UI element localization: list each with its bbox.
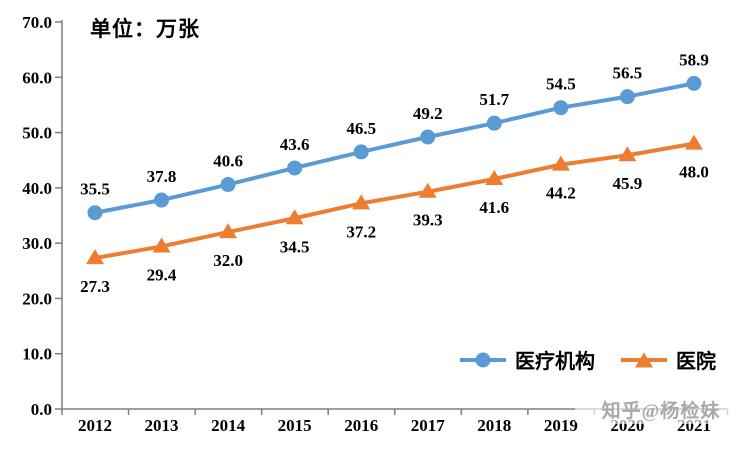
legend: 医疗机构 医院 bbox=[460, 345, 716, 374]
triangle-marker-icon bbox=[635, 352, 653, 367]
y-tick-label: 50.0 bbox=[22, 124, 52, 143]
data-point-marker bbox=[486, 115, 502, 131]
x-tick-label: 2016 bbox=[344, 416, 378, 435]
data-point-label: 37.2 bbox=[346, 222, 376, 241]
watermark: 知乎@杨检妹 bbox=[575, 395, 747, 424]
data-point-marker bbox=[87, 205, 103, 221]
series-line-医院 bbox=[94, 141, 695, 261]
x-tick-label: 2014 bbox=[211, 416, 246, 435]
data-point-marker bbox=[154, 192, 170, 208]
data-point-label: 43.6 bbox=[280, 135, 310, 154]
legend-item-hospitals[interactable]: 医院 bbox=[621, 345, 716, 374]
legend-line-orange-icon bbox=[621, 352, 667, 367]
data-point-marker bbox=[485, 170, 504, 186]
y-tick-label: 10.0 bbox=[22, 345, 52, 364]
data-point-marker bbox=[553, 100, 569, 116]
legend-item-medical-institutions[interactable]: 医疗机构 bbox=[460, 345, 595, 374]
data-point-label: 49.2 bbox=[413, 104, 443, 123]
legend-label-medical-institutions: 医疗机构 bbox=[515, 351, 595, 373]
data-point-marker bbox=[220, 177, 236, 193]
data-point-label: 39.3 bbox=[413, 211, 443, 230]
data-point-marker bbox=[418, 182, 437, 198]
data-point-marker bbox=[686, 75, 702, 91]
data-point-marker bbox=[219, 223, 238, 239]
data-point-label: 56.5 bbox=[613, 64, 643, 83]
data-point-label: 46.5 bbox=[346, 119, 376, 138]
circle-marker-icon bbox=[475, 352, 491, 367]
data-point-label: 32.0 bbox=[213, 251, 243, 270]
series-line-医疗机构 bbox=[94, 81, 695, 215]
y-tick-label: 70.0 bbox=[22, 13, 52, 32]
data-point-label: 29.4 bbox=[147, 265, 177, 284]
x-tick-label: 2017 bbox=[411, 416, 446, 435]
x-tick-label: 2019 bbox=[544, 416, 578, 435]
data-point-label: 54.5 bbox=[546, 75, 576, 94]
data-point-marker bbox=[285, 209, 304, 225]
data-point-marker bbox=[618, 146, 637, 162]
data-point-marker bbox=[152, 237, 171, 253]
y-tick-label: 40.0 bbox=[22, 179, 52, 198]
data-point-marker bbox=[287, 160, 303, 176]
x-tick-label: 2013 bbox=[145, 416, 179, 435]
data-point-label: 44.2 bbox=[546, 184, 576, 203]
data-point-marker bbox=[420, 129, 436, 145]
data-point-marker bbox=[684, 134, 703, 150]
data-point-label: 35.5 bbox=[80, 180, 110, 199]
y-tick-label: 20.0 bbox=[22, 289, 52, 308]
data-point-label: 41.6 bbox=[479, 198, 509, 217]
data-point-marker bbox=[86, 249, 104, 265]
data-point-label: 37.8 bbox=[147, 167, 177, 186]
data-point-label: 27.3 bbox=[80, 277, 110, 296]
x-tick-label: 2015 bbox=[278, 416, 312, 435]
y-tick-label: 30.0 bbox=[22, 234, 52, 253]
legend-line-blue-icon bbox=[460, 352, 506, 367]
legend-label-hospitals: 医院 bbox=[676, 351, 716, 373]
unit-label: 单位：万张 bbox=[90, 17, 200, 41]
y-tick-label: 60.0 bbox=[22, 68, 52, 87]
data-point-label: 45.9 bbox=[613, 174, 643, 193]
data-point-label: 34.5 bbox=[280, 237, 310, 256]
data-point-marker bbox=[619, 89, 635, 105]
data-point-label: 51.7 bbox=[479, 90, 509, 109]
x-tick-label: 2018 bbox=[477, 416, 511, 435]
data-point-label: 58.9 bbox=[679, 50, 709, 69]
data-point-label: 40.6 bbox=[213, 152, 243, 171]
data-point-marker bbox=[352, 194, 371, 210]
x-tick-label: 2012 bbox=[78, 416, 112, 435]
data-point-marker bbox=[551, 155, 570, 171]
data-point-label: 48.0 bbox=[679, 163, 709, 182]
y-tick-label: 0.0 bbox=[31, 400, 52, 419]
data-point-marker bbox=[353, 144, 369, 160]
